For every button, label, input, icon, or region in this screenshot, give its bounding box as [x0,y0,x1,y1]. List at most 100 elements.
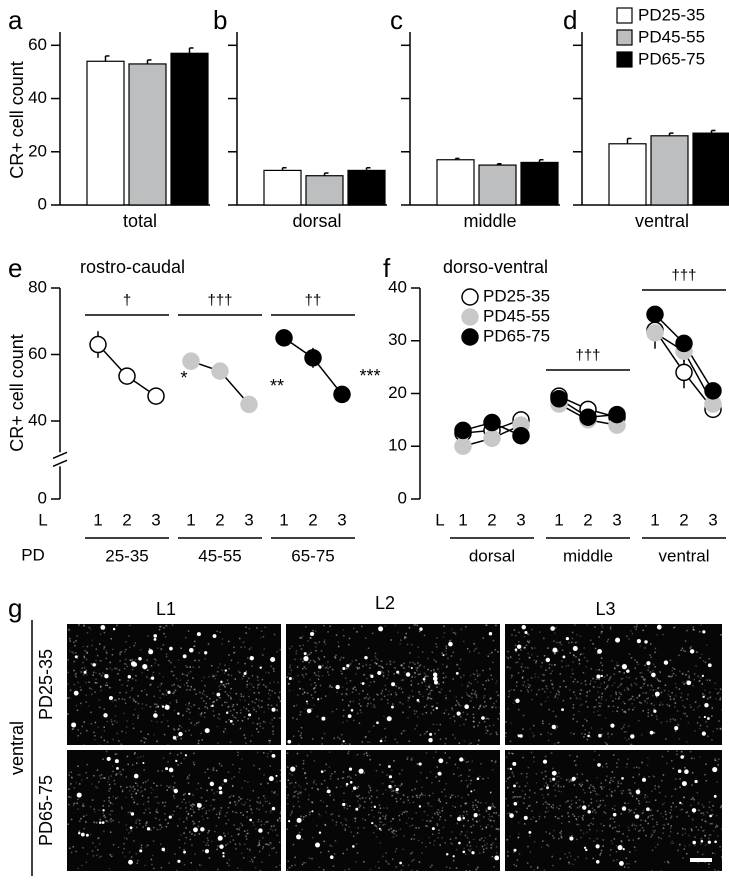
texture [403,729,406,732]
texture [238,842,241,845]
texture [212,692,214,695]
texture [276,780,278,783]
texture [420,791,423,794]
texture [257,796,260,799]
texture [651,694,654,697]
texture [467,784,469,787]
texture [497,718,499,720]
cell [379,739,383,743]
texture [210,804,212,807]
texture [454,633,457,635]
texture [478,813,481,816]
texture [227,771,230,774]
texture [693,709,695,711]
texture [145,738,147,740]
texture [217,845,219,847]
texture [616,762,618,764]
texture [499,712,501,715]
texture [495,828,498,830]
texture [575,818,578,821]
texture [125,824,128,826]
texture [88,687,91,689]
texture [408,627,411,629]
texture [442,826,445,829]
cell [220,680,223,684]
bar [692,132,729,206]
texture [445,645,447,647]
texture [143,812,145,814]
texture [668,690,670,692]
texture [384,815,387,818]
texture [656,678,659,680]
texture [176,869,178,872]
texture [485,826,488,828]
texture [83,827,86,830]
texture [435,776,437,778]
texture [304,788,307,791]
texture [629,851,631,853]
texture [575,656,577,658]
data-point [483,413,501,432]
texture [438,799,440,802]
texture [561,649,564,651]
texture [384,739,386,742]
texture [70,818,73,821]
texture [655,715,658,717]
texture [578,799,581,801]
texture [568,641,570,644]
texture [271,829,274,832]
texture [217,717,220,719]
texture [295,704,298,707]
texture [193,724,196,726]
bar [86,60,125,206]
texture [686,811,689,813]
texture [171,775,174,778]
texture [599,705,601,708]
texture [239,727,242,730]
texture [249,740,252,742]
texture [206,837,209,840]
data-point [454,437,472,455]
texture [517,836,520,839]
cell [610,723,615,728]
texture [395,685,397,687]
texture [516,685,518,687]
texture [429,842,431,844]
texture [437,813,439,816]
texture [224,690,227,693]
texture [180,834,182,836]
texture [234,717,237,719]
texture [614,826,617,829]
texture [407,799,410,801]
texture [720,728,723,730]
texture [633,766,635,769]
texture [716,760,718,763]
texture [426,802,429,805]
texture [297,730,300,732]
texture [682,857,684,859]
texture [624,737,626,739]
cell [342,666,346,670]
texture [543,691,546,693]
texture [292,843,295,846]
texture [564,853,566,855]
texture [169,702,172,704]
texture [505,721,507,723]
group-label: 65-75 [291,546,334,565]
texture [463,723,465,726]
texture [126,665,128,668]
data-point [704,382,722,400]
texture [88,626,91,629]
texture [258,683,261,685]
texture [67,713,69,715]
cell [271,753,276,758]
texture [378,818,381,821]
texture [260,630,263,632]
texture [280,820,282,822]
cell [370,674,374,678]
texture [468,651,471,653]
texture [573,784,576,786]
x-tick-label: 3 [337,510,346,529]
texture [661,755,664,758]
texture [268,689,271,691]
